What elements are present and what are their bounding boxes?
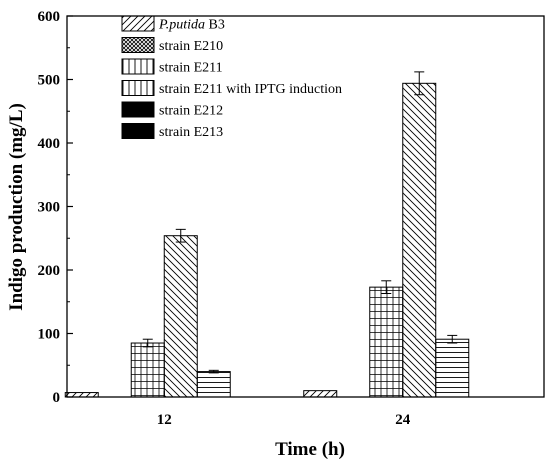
- legend-label: strain E212: [159, 104, 223, 119]
- legend-label: strain E211: [159, 61, 223, 76]
- y-axis-title: Indigo production (mg/L): [6, 103, 27, 311]
- y-axis: 0 100 200 300 400 500 600: [38, 9, 73, 406]
- x-tick-label: 24: [395, 412, 411, 428]
- y-tick-label: 300: [38, 200, 61, 216]
- x-axis-title: Time (h): [275, 439, 345, 460]
- bar: [64, 392, 99, 398]
- bar: [402, 82, 437, 398]
- error-bars-layer: [142, 71, 458, 374]
- y-tick-label: 0: [53, 390, 61, 406]
- y-tick-label: 100: [38, 327, 61, 343]
- x-tick-label: 12: [157, 412, 172, 428]
- legend: P.putida B3 strain E210 strain E211 strain …: [121, 15, 342, 140]
- y-tick-label: 500: [38, 73, 61, 89]
- legend-label: strain E210: [159, 39, 223, 54]
- legend-label: P.putida B3: [158, 18, 225, 33]
- bar: [435, 338, 470, 398]
- y-tick-label: 400: [38, 136, 61, 152]
- legend-swatch: [121, 58, 155, 75]
- legend-swatch: [121, 37, 155, 53]
- y-tick-label: 200: [38, 263, 61, 279]
- bars-layer: [64, 82, 470, 398]
- legend-swatch: [121, 15, 155, 32]
- y-tick-label: 600: [38, 9, 61, 25]
- x-axis: 12 24: [157, 391, 411, 428]
- bar: [196, 371, 231, 398]
- bar: [130, 342, 165, 398]
- legend-swatch: [121, 80, 155, 96]
- legend-swatch: [121, 123, 155, 139]
- legend-label: strain E211 with IPTG induction: [159, 82, 342, 97]
- bar: [303, 390, 338, 398]
- legend-label: strain E213: [159, 125, 223, 140]
- legend-swatch: [121, 101, 155, 118]
- bar: [163, 235, 198, 398]
- bar: [369, 286, 404, 398]
